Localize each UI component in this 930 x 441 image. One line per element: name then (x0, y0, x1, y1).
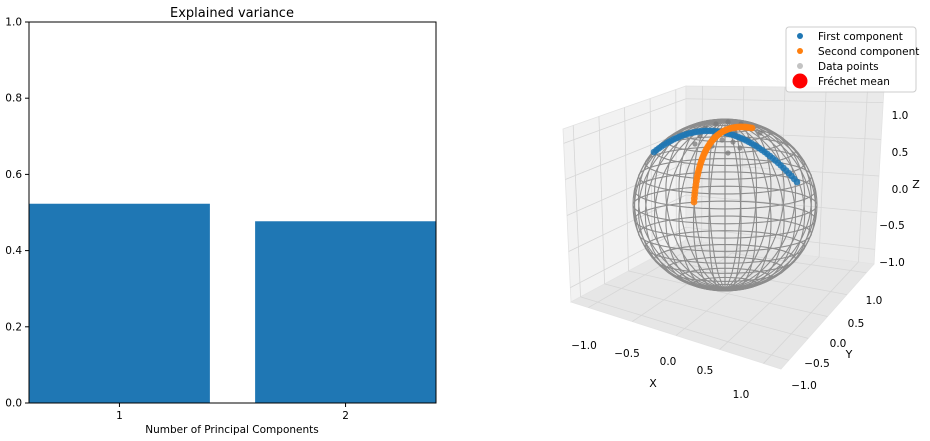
pane-grid-line (628, 270, 828, 317)
z-tick-label: −1.0 (879, 257, 905, 269)
z-tick-label: −0.5 (879, 220, 905, 232)
bar-plot-frame (28, 21, 437, 404)
y-tick-label: 0.5 (848, 318, 865, 330)
legend-box (785, 26, 917, 93)
x-tick-label: 0.0 (660, 356, 677, 368)
data-point (725, 119, 731, 125)
pane-grid-line (652, 257, 847, 296)
bar-1 (29, 203, 210, 403)
z-tick-label: 1.0 (892, 110, 909, 122)
sphere-wireframe (632, 118, 818, 292)
sphere-3d-plot: −1.0−0.50.00.51.0 −1.0−0.50.00.51.0 −1.0… (562, 85, 920, 401)
bar-chart-title: Explained variance (170, 6, 294, 21)
y-tick-label: 0.0 (830, 338, 847, 350)
x-tick-label: −1.0 (571, 340, 597, 352)
pane-grid-line (818, 87, 827, 258)
x-tick-label: 1.0 (733, 389, 750, 401)
sphere-meridian-line (678, 120, 726, 291)
x-axis-ticks: −1.0 −0.5 0.0 0.5 1.0 (571, 340, 749, 401)
bar-y-tick-label: 0.8 (5, 93, 22, 105)
data-point (730, 139, 736, 145)
sphere-meridian-line (632, 120, 726, 290)
data-point (697, 133, 703, 139)
pane-floor (569, 239, 875, 370)
first-component-points (650, 127, 801, 186)
data-point (757, 130, 763, 136)
pane-grid-line (719, 256, 820, 350)
sphere-meridian-line (653, 120, 726, 291)
x-tick-label: 0.5 (697, 365, 714, 377)
second-component-points (690, 123, 756, 206)
x-tick-label: −0.5 (614, 348, 640, 360)
pane-grid-line (763, 261, 859, 364)
legend-marker (792, 73, 808, 89)
legend-marker (797, 48, 803, 54)
sphere-meridian-line (708, 120, 726, 292)
bar-y-tick-label: 0.4 (5, 245, 22, 257)
z-tick-label: 0.5 (892, 147, 909, 159)
data-point (719, 137, 725, 143)
data-point (725, 150, 731, 156)
x-axis-label: X (649, 377, 657, 390)
pane-grid-line (649, 98, 653, 259)
pane-grid-line (676, 244, 867, 274)
sphere-meridian-line (665, 120, 726, 291)
y-axis-ticks: −1.0 −0.50.00.51.0 (791, 295, 882, 392)
z-tick-label: 0.0 (892, 184, 909, 196)
bars (29, 203, 436, 403)
legend-marker (797, 63, 803, 69)
legend-label: Second component (818, 46, 919, 58)
legend-label: Data points (818, 61, 879, 73)
y-tick-label: −0.5 (804, 358, 830, 370)
legend-items: First component Second component Data poin… (792, 31, 919, 89)
bar-y-tick-label: 0.6 (5, 169, 22, 181)
legend-label: First component (818, 31, 903, 43)
sphere-meridian-line (724, 120, 818, 290)
bar-y-tick-label: 0.0 (5, 398, 22, 410)
data-point (737, 145, 743, 151)
legend: First component Second component Data poin… (785, 26, 919, 93)
bar-2 (255, 221, 436, 403)
pane-grid-line (685, 194, 877, 214)
bar-x-tick-label: 1 (116, 410, 123, 422)
pane-grid-line (570, 226, 687, 288)
first-component-point (793, 178, 801, 186)
bar-x-axis-label: Number of Principal Components (145, 424, 319, 436)
second-component-point (748, 124, 756, 132)
legend-label: Fréchet mean (818, 76, 890, 88)
sphere-meridian-line (724, 120, 817, 290)
data-point (692, 141, 698, 147)
bar-x-tick-label: 2 (342, 410, 349, 422)
z-axis-ticks: −1.0 −0.5 0.0 0.5 1.0 (879, 110, 908, 269)
y-axis-label: Y (845, 348, 853, 361)
y-tick-label: 1.0 (866, 295, 883, 307)
bar-y-ticks: 0.0 0.2 0.4 0.6 0.8 1.0 (5, 17, 29, 410)
pane-back-right (685, 85, 885, 265)
bar-y-tick-label: 1.0 (5, 17, 22, 29)
y-tick-label: −1.0 (791, 380, 817, 392)
bar-y-tick-label: 0.2 (5, 321, 22, 333)
legend-marker (797, 33, 803, 39)
sphere-meridian-line (724, 119, 785, 290)
pane-grid-line (566, 162, 687, 216)
pane-grid-line (857, 87, 868, 263)
sphere-meridian-line (724, 120, 806, 290)
z-axis-label: Z (912, 178, 920, 191)
data-point (713, 121, 719, 127)
